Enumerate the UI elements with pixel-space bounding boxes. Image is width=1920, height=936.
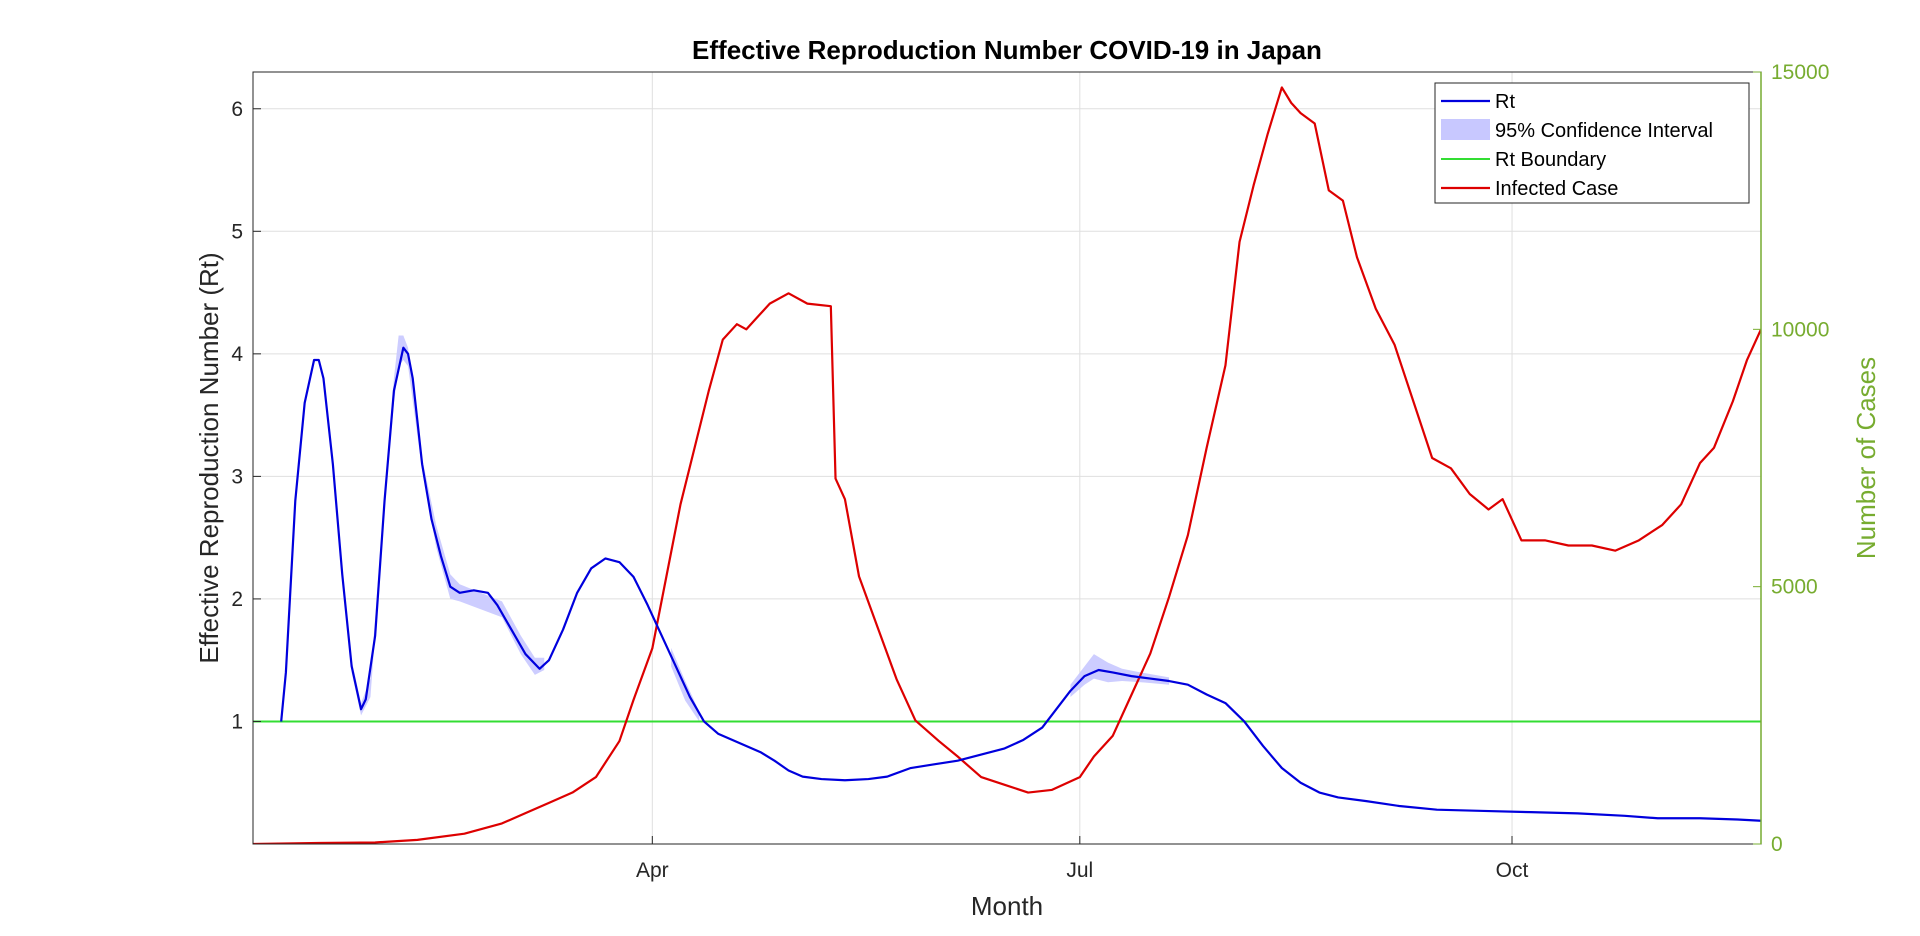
right-y-axis-label: Number of Cases bbox=[1851, 357, 1881, 559]
legend-item-cases: Infected Case bbox=[1441, 178, 1618, 200]
left-tick-label: 1 bbox=[231, 710, 243, 733]
right-tick-label: 10000 bbox=[1771, 318, 1829, 341]
left-y-ticks: 1 2 3 4 5 6 bbox=[231, 98, 261, 733]
legend-label-cases: Infected Case bbox=[1495, 178, 1618, 200]
x-tick-label: Apr bbox=[636, 859, 669, 882]
left-tick-label: 3 bbox=[231, 465, 243, 488]
chart-title: Effective Reproduction Number COVID-19 i… bbox=[692, 35, 1322, 65]
x-tick-label: Jul bbox=[1066, 859, 1093, 882]
rt-path bbox=[280, 346, 1761, 822]
left-tick-label: 5 bbox=[231, 220, 243, 243]
legend-item-rt: Rt bbox=[1441, 91, 1515, 113]
left-tick-label: 4 bbox=[231, 343, 243, 366]
ci-band-segment bbox=[1070, 654, 1170, 697]
legend-item-boundary: Rt Boundary bbox=[1441, 149, 1606, 171]
x-ticks: Apr Jul Oct bbox=[636, 836, 1529, 882]
left-tick-label: 6 bbox=[231, 98, 243, 121]
legend-swatch-ci bbox=[1441, 119, 1490, 140]
legend-label-ci: 95% Confidence Interval bbox=[1495, 120, 1713, 142]
left-y-axis-label: Effective Reproduction Number (Rt) bbox=[194, 252, 224, 663]
legend-item-ci: 95% Confidence Interval bbox=[1441, 119, 1713, 142]
rt-line bbox=[280, 346, 1761, 822]
legend-label-rt: Rt bbox=[1495, 91, 1515, 113]
x-axis-label: Month bbox=[971, 891, 1043, 921]
right-tick-label: 0 bbox=[1771, 833, 1783, 856]
infected-case-path bbox=[253, 86, 1761, 844]
legend-label-boundary: Rt Boundary bbox=[1495, 149, 1606, 171]
right-tick-label: 5000 bbox=[1771, 576, 1818, 599]
x-tick-label: Oct bbox=[1496, 859, 1529, 882]
infected-case-line bbox=[253, 86, 1761, 844]
right-y-ticks: 0 5000 10000 15000 bbox=[1753, 61, 1829, 856]
right-tick-label: 15000 bbox=[1771, 61, 1829, 84]
legend: Rt 95% Confidence Interval Rt Boundary I… bbox=[1434, 82, 1750, 204]
left-tick-label: 2 bbox=[231, 588, 243, 611]
legend-box bbox=[1434, 82, 1750, 204]
ci-band-segment bbox=[351, 335, 545, 716]
